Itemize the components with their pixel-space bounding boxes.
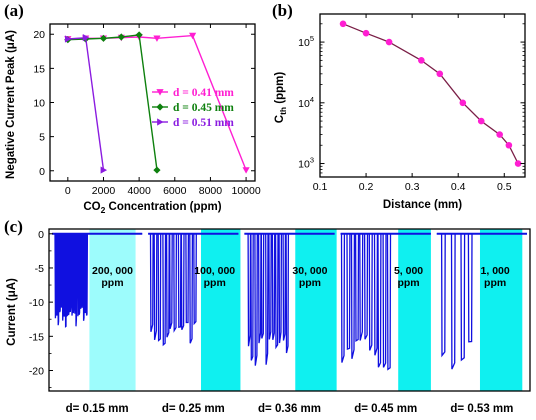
x-tick-label: 0 [65,185,71,197]
threshold-point [459,99,467,107]
concentration-unit: ppm [101,277,123,289]
threshold-line [342,23,519,164]
x-tick-label: 0.3 [405,181,420,193]
y-tick-label: -5 [35,263,44,275]
threshold-point [477,117,485,125]
concentration-highlight [479,229,523,391]
y-tick-label: -20 [29,365,44,377]
series-2-point [99,34,108,42]
threshold-point [514,160,522,167]
chart-a-y-axis-label: Negative Current Peak (μA) [5,30,17,179]
legend-label: d = 0.41 mm [173,87,234,99]
x-tick-label: 0.2 [359,181,374,193]
x-tick-label: 10000 [231,185,260,197]
chart-a-x-axis-label: CO2 Concentration (ppm) [83,201,221,215]
distance-label: d= 0.25 mm [162,403,225,415]
threshold-point [436,70,444,78]
concentration-annotation: 100, 000 [194,265,235,277]
threshold-point [385,38,393,46]
legend-label: d = 0.51 mm [173,117,234,129]
series-2-point [135,31,143,39]
legend-label: d = 0.45 mm [173,102,234,114]
concentration-annotation: 30, 000 [292,265,327,277]
legend-marker [157,118,164,126]
x-tick-label: 0.5 [497,181,512,193]
threshold-point [496,131,503,138]
series-2-point [117,33,125,41]
chart-b-x-axis-label: Distance (mm) [383,199,462,211]
concentration-unit: ppm [484,277,506,289]
chart-a: 0 2000 4000 6000 8000 10000 0 5 10 15 20 d = 0.41 … [5,23,261,215]
x-tick-label: 2000 [92,185,116,197]
y-tick-label: -10 [29,297,44,309]
series-1-point [189,32,197,40]
chart-c-y-axis-label: Current (μA) [6,278,18,346]
distance-label: d= 0.15 mm [66,403,129,415]
panel-label-a: (a) [4,1,24,20]
x-tick-label: 6000 [163,185,187,197]
distance-label: d= 0.53 mm [450,403,513,415]
x-tick-label: 4000 [127,185,151,197]
x-tick-label: 8000 [199,185,223,197]
y-tick-label: -15 [29,331,44,343]
chart-b-frame [319,13,526,178]
series-2-point [153,166,161,174]
series-1-point [153,35,161,42]
panel-label-b: (b) [272,1,293,20]
legend-marker [156,103,164,111]
series-line-2 [67,34,158,171]
concentration-highlight [200,229,241,391]
threshold-point [418,57,425,64]
y-tick-label: 20 [33,29,45,41]
y-tick-label: 104 [298,95,314,110]
distance-label: d= 0.45 mm [354,403,417,415]
series-3-point [64,35,72,43]
current-trace-segment [340,233,431,371]
concentration-highlight [295,229,337,391]
y-tick-label: 105 [298,34,314,49]
concentration-unit: ppm [204,277,226,289]
threshold-point [339,20,347,28]
concentration-annotation: 1, 000 [481,265,510,277]
threshold-point [362,29,370,37]
concentration-annotation: 5, 000 [394,265,423,277]
series-3-point [100,166,108,174]
panel-label-c: (c) [4,217,23,236]
concentration-highlight [398,229,431,391]
concentration-highlight [89,229,136,391]
series-line-3 [67,36,105,171]
x-tick-label: 0.1 [313,181,328,193]
y-tick-label: 10 [33,98,45,110]
chart-b: 0.1 0.2 0.3 0.4 0.5 103 104 105 Distance (mm) C… [274,13,526,211]
concentration-unit: ppm [299,277,321,289]
distance-label: d= 0.36 mm [258,403,321,415]
concentration-annotation: 200, 000 [92,265,133,277]
threshold-point [505,141,513,149]
y-tick-label: 5 [39,132,45,144]
y-tick-label: 0 [38,229,44,241]
y-tick-label: 15 [33,63,45,75]
chart-c-frame [48,228,531,392]
chart-b-y-axis-label: Cth (ppm) [274,72,288,124]
x-tick-label: 0.4 [451,181,466,193]
chart-a-legend: d = 0.41 mm d = 0.45 mm d = 0.51 mm [152,87,234,129]
y-tick-label: 103 [298,156,314,171]
y-tick-label: 0 [39,166,45,178]
legend-marker [156,89,164,96]
series-3-point [82,34,90,42]
series-1-point [242,167,250,174]
concentration-unit: ppm [397,277,419,289]
